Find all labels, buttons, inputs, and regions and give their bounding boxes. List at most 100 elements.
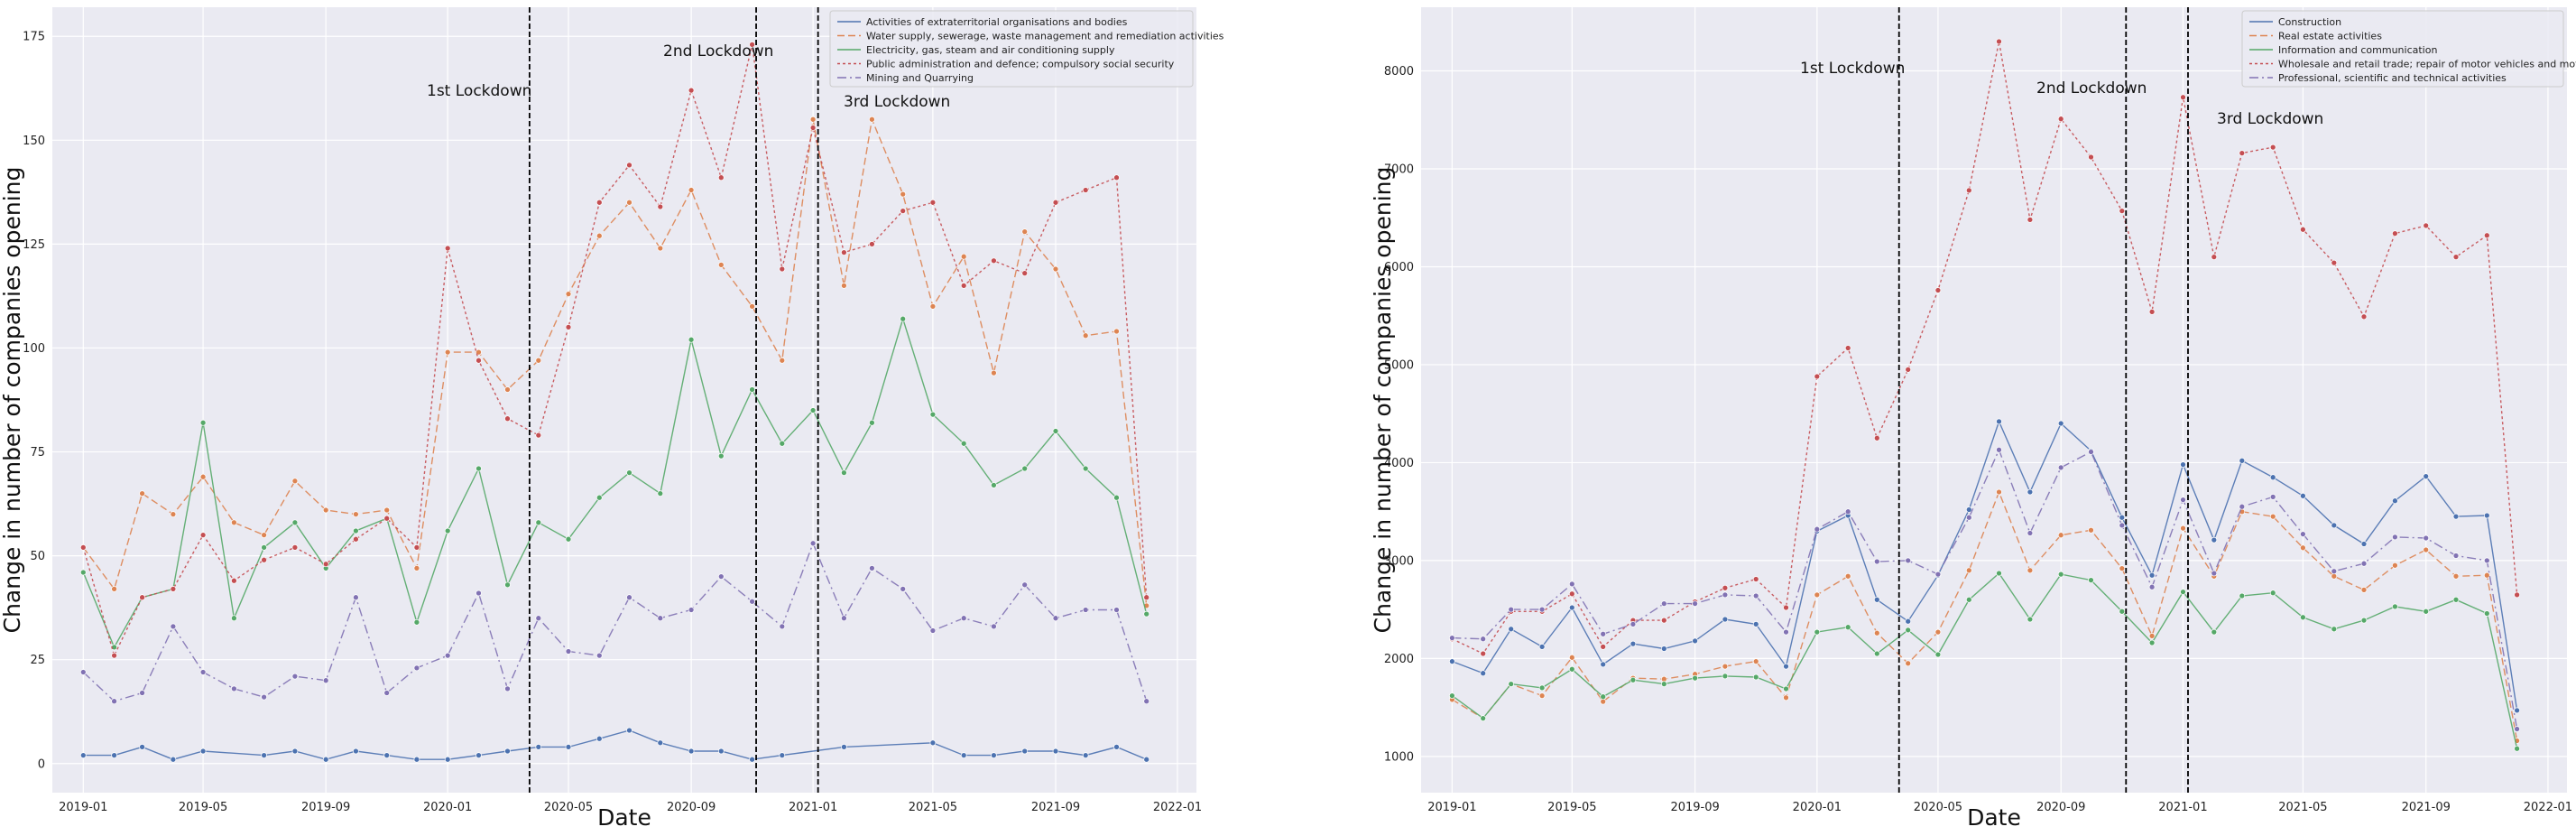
data-point	[1752, 592, 1759, 599]
data-point	[2239, 457, 2246, 464]
data-point	[1692, 637, 1698, 645]
data-point	[2148, 583, 2156, 590]
data-point	[1508, 681, 1515, 687]
data-point	[869, 419, 875, 426]
data-point	[1783, 604, 1789, 611]
data-point	[2452, 596, 2460, 603]
data-point	[1873, 650, 1880, 657]
data-point	[2300, 492, 2306, 499]
data-point	[139, 594, 145, 601]
series-line	[83, 729, 1147, 760]
data-point	[1600, 661, 1607, 668]
data-point	[231, 577, 237, 584]
data-point	[626, 162, 632, 169]
data-point	[413, 618, 420, 626]
data-point	[2331, 522, 2338, 529]
x-tick-label: 2020-09	[667, 801, 716, 814]
series-4	[79, 42, 1150, 659]
data-point	[1480, 670, 1487, 677]
y-tick-label: 25	[30, 654, 45, 667]
data-point	[1996, 488, 2002, 496]
data-point	[291, 544, 299, 551]
data-point	[111, 652, 117, 659]
data-point	[960, 752, 967, 758]
data-point	[79, 669, 87, 675]
data-point	[535, 615, 542, 622]
x-tick-label: 2021-01	[789, 801, 837, 814]
x-tick-label: 2021-01	[2158, 801, 2207, 814]
data-point	[353, 748, 359, 755]
data-point	[1630, 676, 1637, 683]
data-point	[779, 623, 786, 630]
legend-entry: Wholesale and retail trade; repair of mo…	[2278, 59, 2576, 70]
y-tick-label: 75	[30, 446, 45, 460]
data-point	[2423, 546, 2430, 553]
data-point	[657, 490, 664, 497]
data-point	[261, 532, 267, 538]
data-point	[929, 199, 937, 206]
data-point	[2483, 610, 2490, 617]
data-point	[1692, 600, 1698, 607]
data-point	[2360, 541, 2368, 547]
data-point	[1143, 698, 1150, 705]
data-point	[1965, 506, 1972, 513]
data-point	[475, 752, 482, 758]
y-tick-label: 100	[23, 342, 45, 356]
data-point	[565, 648, 572, 655]
data-point	[1783, 628, 1789, 636]
x-tick-label: 2021-09	[2402, 801, 2451, 814]
data-point	[1660, 681, 1667, 687]
data-point	[139, 490, 145, 497]
data-point	[1113, 174, 1120, 181]
data-point	[2392, 230, 2398, 237]
data-point	[1052, 265, 1059, 273]
data-point	[2269, 513, 2276, 520]
data-point	[444, 245, 451, 252]
data-point	[199, 748, 207, 755]
x-tick-label: 2020-05	[544, 801, 593, 814]
data-point	[231, 615, 237, 622]
data-point	[2057, 116, 2064, 123]
data-point	[749, 756, 755, 763]
data-point	[1996, 418, 2002, 425]
data-point	[199, 532, 207, 538]
data-point	[413, 664, 420, 672]
data-point	[809, 116, 817, 123]
data-point	[2300, 544, 2306, 552]
x-tick-label: 2019-05	[179, 801, 227, 814]
data-point	[2057, 420, 2064, 427]
legend: Activities of extraterritorial organisat…	[829, 10, 1224, 88]
data-point	[2269, 474, 2276, 481]
data-point	[504, 581, 511, 589]
legend-entry: Information and communication	[2278, 44, 2437, 56]
series-2	[79, 116, 1150, 609]
data-point	[1965, 514, 1972, 521]
data-point	[1965, 596, 1972, 603]
data-point	[383, 515, 391, 522]
data-point	[2331, 572, 2338, 580]
x-tick-label: 2019-09	[301, 801, 350, 814]
data-point	[2057, 571, 2064, 578]
data-point	[841, 283, 847, 289]
data-point	[2392, 497, 2398, 505]
y-axis-label: Change in number of companies opening	[0, 167, 25, 634]
data-point	[1752, 673, 1759, 681]
data-point	[1965, 567, 1972, 574]
series-line	[1452, 490, 2518, 741]
data-point	[1052, 615, 1059, 622]
data-point	[2027, 530, 2034, 536]
data-point	[504, 386, 511, 393]
data-point	[1905, 618, 1912, 625]
data-point	[1752, 658, 1759, 664]
data-point	[2392, 562, 2398, 569]
data-point	[2452, 513, 2460, 520]
data-point	[900, 586, 907, 592]
data-point	[2088, 577, 2094, 583]
data-point	[869, 241, 875, 247]
legend-entry: Construction	[2278, 16, 2341, 28]
data-point	[2483, 571, 2490, 579]
data-point	[1600, 630, 1607, 637]
data-point	[291, 478, 299, 485]
data-point	[1630, 640, 1637, 647]
